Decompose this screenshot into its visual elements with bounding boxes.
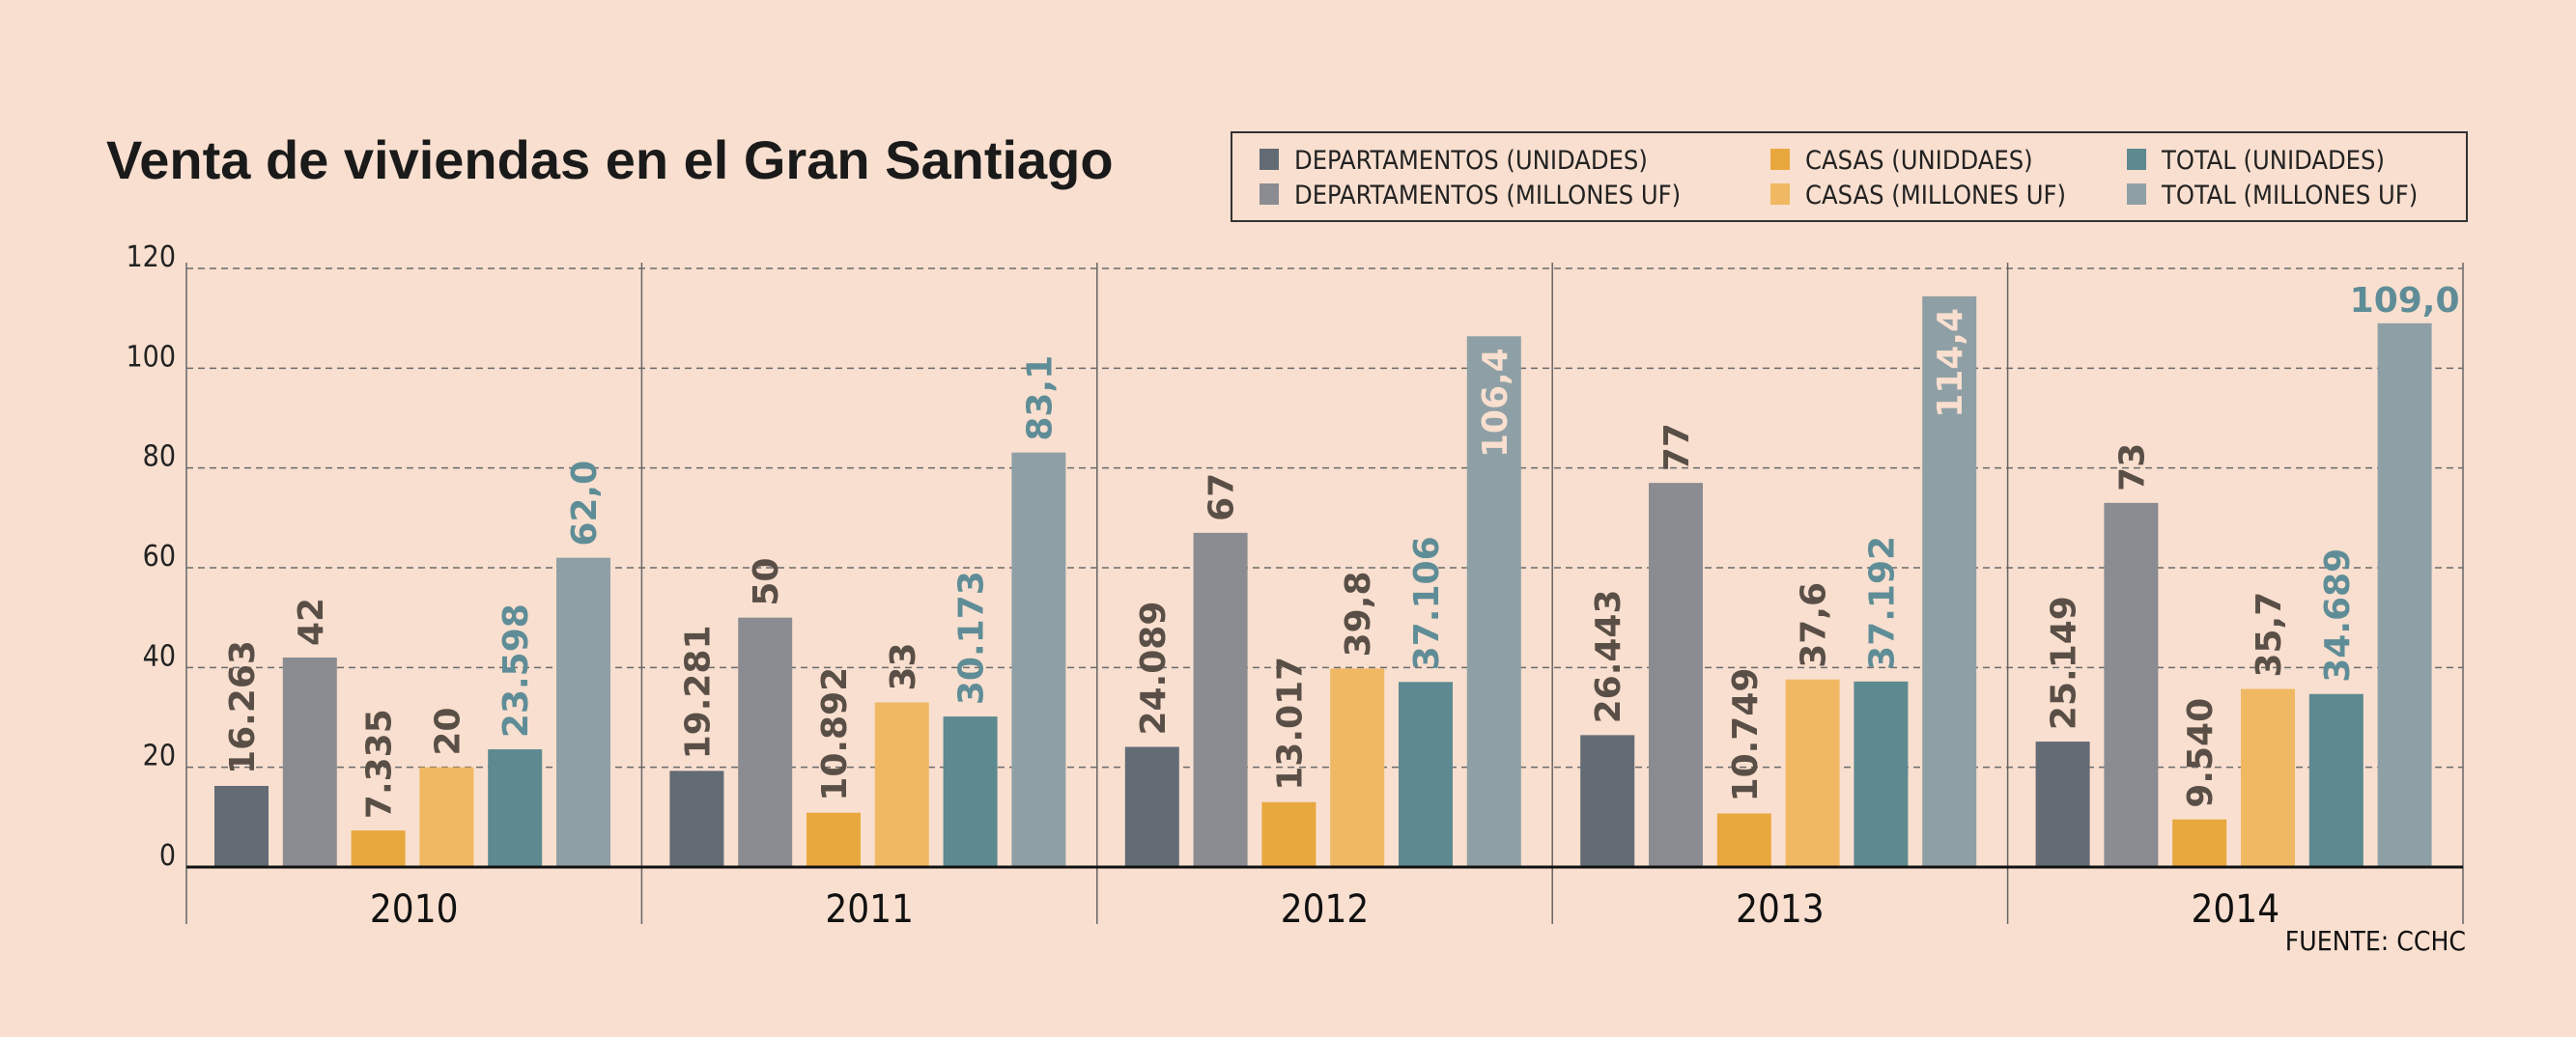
data-label: 39,8 — [1339, 572, 1378, 658]
data-label: 37,6 — [1795, 582, 1834, 668]
data-label: 10.749 — [1726, 668, 1766, 802]
y-axis: 0 20 40 60 80 100 120 — [126, 240, 176, 873]
legend-swatch — [1260, 149, 1279, 170]
chart-title: Venta de viviendas en el Gran Santiago — [106, 129, 1114, 190]
x-tick-label: 2014 — [2192, 887, 2280, 932]
bar — [2377, 322, 2432, 867]
bar — [1716, 813, 1771, 867]
bar — [738, 617, 793, 867]
x-tick-label: 2012 — [1281, 887, 1370, 932]
x-tick-label: 2013 — [1736, 887, 1825, 932]
data-label: 67 — [1203, 473, 1242, 521]
bar — [2241, 688, 2295, 867]
bar — [556, 557, 610, 867]
legend-label: CASAS (UNIDDAES) — [1805, 146, 2033, 176]
legend-label: DEPARTAMENTOS (UNIDADES) — [1294, 146, 1648, 176]
data-label: 7.335 — [360, 709, 400, 819]
data-label: 37.106 — [1407, 536, 1447, 670]
x-tick-label: 2010 — [370, 887, 459, 932]
bar — [2104, 502, 2159, 867]
bar — [1399, 682, 1453, 867]
bar — [2172, 819, 2227, 867]
bar — [874, 702, 929, 867]
data-label: 16.263 — [223, 640, 263, 774]
bar — [1011, 452, 1066, 867]
data-label: 23.598 — [496, 603, 536, 738]
data-label: 77 — [1657, 423, 1697, 471]
legend-swatch — [2127, 183, 2146, 205]
gridlines — [185, 263, 2464, 924]
bar — [1124, 746, 1179, 867]
legend: DEPARTAMENTOS (UNIDADES) DEPARTAMENTOS (M… — [1231, 131, 2468, 222]
data-label: 50 — [747, 558, 786, 606]
data-label: 34.689 — [2318, 548, 2358, 683]
legend-box — [1231, 131, 2468, 222]
bar — [669, 771, 724, 867]
y-tick-label: 40 — [143, 639, 176, 673]
data-label: 13.017 — [1270, 657, 1310, 791]
legend-label: CASAS (MILLONES UF) — [1805, 181, 2066, 210]
bar — [419, 767, 474, 867]
data-label: 73 — [2112, 443, 2152, 491]
y-tick-label: 120 — [126, 240, 176, 274]
data-label: 37.192 — [1862, 536, 1902, 670]
bar — [807, 812, 861, 867]
data-label: 42 — [292, 598, 331, 646]
bar — [943, 716, 998, 867]
x-tick-label: 2011 — [825, 887, 914, 932]
x-axis: 2010 2011 2012 2013 2014 — [370, 887, 2279, 932]
bar — [1854, 681, 1909, 867]
data-label: 114,4 — [1931, 308, 1970, 418]
bar — [1466, 336, 1521, 867]
y-tick-label: 20 — [143, 740, 176, 773]
bar — [2308, 693, 2364, 867]
legend-label: TOTAL (MILLONES UF) — [2161, 181, 2418, 210]
bar — [1785, 679, 1840, 867]
legend-label: DEPARTAMENTOS (MILLONES UF) — [1294, 181, 1681, 210]
y-tick-label: 0 — [159, 839, 176, 873]
bar — [1193, 532, 1248, 867]
bar — [351, 830, 406, 867]
y-tick-label: 80 — [143, 440, 176, 474]
data-label: 24.089 — [1134, 602, 1174, 736]
legend-label: TOTAL (UNIDADES) — [2161, 146, 2385, 176]
data-label: 106,4 — [1476, 348, 1515, 458]
source-note: FUENTE: CCHC — [2285, 925, 2466, 957]
legend-swatch — [1260, 183, 1279, 205]
data-label: 33 — [884, 642, 923, 690]
bar — [1649, 483, 1703, 867]
bar — [1580, 735, 1635, 867]
legend-swatch — [1770, 183, 1790, 205]
data-label: 83,1 — [1020, 355, 1060, 441]
bar — [2035, 742, 2090, 867]
y-tick-label: 60 — [143, 540, 176, 574]
data-label: 62,0 — [565, 461, 605, 547]
bar — [488, 749, 543, 867]
bar — [214, 785, 269, 867]
bar — [1261, 801, 1316, 867]
bars: 16.263 42 7.335 20 23.598 62,0 19.281 50 10.892 3… — [186, 281, 2463, 869]
data-label: 26.443 — [1589, 589, 1628, 723]
data-label: 9.540 — [2181, 698, 2221, 808]
data-label: 20 — [428, 708, 467, 756]
data-label: 109,0 — [2350, 281, 2460, 321]
data-label: 19.281 — [678, 625, 718, 759]
legend-swatch — [1770, 149, 1790, 170]
legend-swatch — [2127, 149, 2146, 170]
data-label: 30.173 — [952, 571, 992, 705]
data-label: 35,7 — [2250, 592, 2289, 678]
y-tick-label: 100 — [126, 340, 176, 374]
data-label: 25.149 — [2045, 596, 2084, 730]
data-label: 10.892 — [815, 667, 855, 801]
bar — [282, 658, 337, 867]
bar — [1330, 668, 1385, 867]
bar — [1922, 295, 1977, 867]
